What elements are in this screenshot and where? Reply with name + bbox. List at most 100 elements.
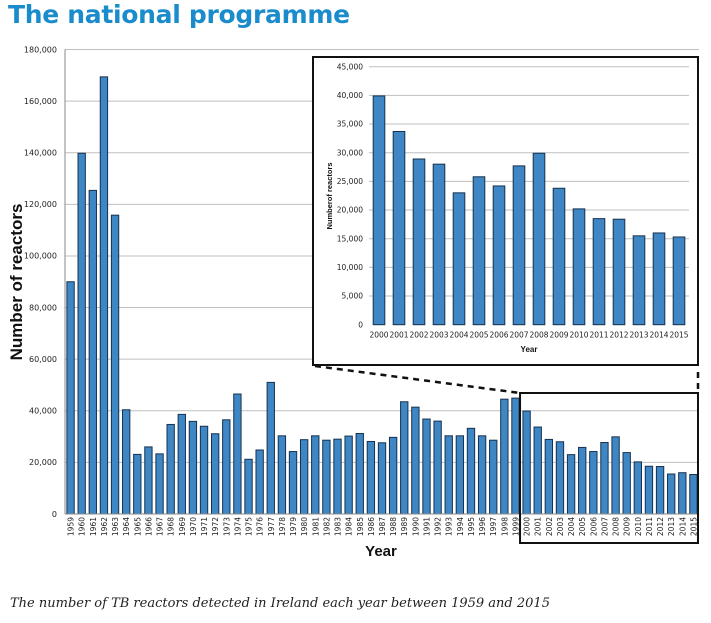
bar-1981	[311, 435, 320, 515]
bar-1979	[288, 451, 298, 515]
x-tick-label: 2010	[634, 517, 643, 536]
bar-1987	[377, 442, 387, 515]
y-tick-label: 40,000	[337, 91, 363, 100]
x-tick-label: 1997	[489, 517, 498, 536]
x-tick-label: 1993	[445, 517, 454, 536]
bar-2008	[532, 152, 546, 326]
bar-1997	[489, 439, 498, 515]
y-tick-label: 140,000	[24, 149, 57, 158]
x-tick-label: 2003	[429, 331, 448, 340]
x-tick-label: 2008	[529, 331, 548, 340]
x-tick-label: 2008	[612, 517, 621, 536]
inset-y-axis-title: Numberof reactors	[325, 162, 334, 229]
bar-2010	[572, 208, 586, 326]
y-tick-label: 45,000	[337, 62, 363, 71]
x-tick-label: 2015	[669, 331, 688, 340]
y-tick-label: 180,000	[24, 45, 57, 54]
x-tick-label: 1977	[267, 517, 276, 536]
bar-1978	[277, 435, 287, 515]
x-tick-label: 2000	[523, 517, 532, 536]
bar-1959	[66, 281, 75, 515]
figure-caption: The number of TB reactors detected in Ir…	[10, 596, 550, 611]
x-tick-label: 2004	[567, 517, 576, 536]
main-bars	[66, 76, 698, 515]
bar-2014	[678, 472, 687, 515]
inset-x-axis-title: Year	[521, 345, 538, 354]
bar-2009	[552, 187, 566, 326]
highlight-box-2000-2015	[519, 392, 699, 544]
main-y-tick-labels: 0 20,000 40,000 60,000 80,000 100,000 120,000 1…	[24, 45, 57, 519]
bar-1977	[266, 381, 275, 515]
x-tick-label: 2001	[389, 331, 408, 340]
x-tick-label: 1966	[144, 517, 153, 536]
bar-2015	[672, 236, 686, 326]
x-tick-label: 1964	[122, 517, 131, 536]
x-tick-label: 2003	[556, 517, 565, 536]
bar-2007	[600, 442, 609, 515]
bar-2011	[592, 218, 606, 326]
y-tick-label: 20,000	[337, 206, 363, 215]
y-tick-label: 35,000	[337, 120, 363, 129]
bar-2012	[655, 466, 665, 515]
y-tick-label: 30,000	[337, 148, 363, 157]
x-tick-label: 1963	[111, 517, 120, 536]
bar-1965	[133, 453, 142, 515]
bar-1994	[455, 435, 465, 515]
y-tick-label: 0	[52, 510, 57, 519]
main-x-axis-title: Year	[365, 543, 397, 560]
x-tick-label: 1978	[278, 517, 287, 536]
x-tick-label: 2010	[569, 331, 588, 340]
x-tick-label: 1991	[422, 517, 431, 536]
y-tick-label: 20,000	[29, 458, 57, 467]
bar-1970	[188, 420, 198, 515]
x-tick-label: 1987	[378, 517, 387, 536]
x-tick-label: 1969	[178, 517, 187, 536]
bar-1976	[255, 449, 264, 515]
x-tick-label: 1984	[345, 517, 354, 536]
y-tick-label: 0	[358, 320, 363, 329]
inset-y-tick-labels: 0 5,000 10,000 15,000 20,000 25,000 30,000 35,0…	[337, 62, 363, 329]
x-tick-label: 2005	[469, 331, 488, 340]
bar-1995	[466, 427, 476, 515]
bar-1967	[155, 453, 164, 515]
bar-1982	[322, 439, 331, 515]
x-tick-label: 1962	[100, 517, 109, 536]
bar-1996	[477, 435, 487, 515]
x-tick-label: 2012	[656, 517, 665, 536]
bar-1968	[166, 423, 175, 515]
bar-1964	[122, 409, 131, 515]
x-tick-label: 1959	[67, 517, 76, 536]
bar-2000	[522, 410, 531, 515]
bar-1985	[355, 432, 364, 515]
bar-2012	[612, 218, 626, 326]
x-tick-label: 1976	[256, 517, 265, 536]
bar-2013	[667, 473, 676, 515]
x-tick-label: 1990	[411, 517, 420, 536]
bar-1972	[210, 433, 220, 515]
page-title: The national programme	[8, 0, 350, 29]
bar-2001	[533, 426, 542, 515]
x-tick-label: 1972	[211, 517, 220, 536]
x-tick-label: 1973	[222, 517, 231, 536]
bar-1984	[344, 435, 353, 515]
x-tick-label: 1970	[189, 517, 198, 536]
bar-2002	[544, 438, 554, 515]
bar-2011	[644, 465, 654, 515]
x-tick-label: 2006	[589, 517, 598, 536]
bar-1960	[77, 152, 86, 515]
x-tick-label: 1994	[456, 517, 465, 536]
x-tick-label: 2002	[409, 331, 428, 340]
bar-1993	[444, 435, 453, 515]
bar-1986	[366, 440, 376, 515]
y-tick-label: 10,000	[337, 263, 363, 272]
bar-2014	[652, 232, 666, 326]
bar-2008	[611, 436, 620, 515]
x-tick-label: 1989	[400, 517, 409, 536]
x-tick-label: 1975	[245, 517, 254, 536]
x-tick-label: 1968	[167, 517, 176, 536]
x-tick-label: 1981	[311, 517, 320, 536]
bar-1969	[177, 413, 186, 515]
x-tick-label: 2014	[678, 517, 687, 536]
x-tick-label: 2011	[589, 331, 608, 340]
